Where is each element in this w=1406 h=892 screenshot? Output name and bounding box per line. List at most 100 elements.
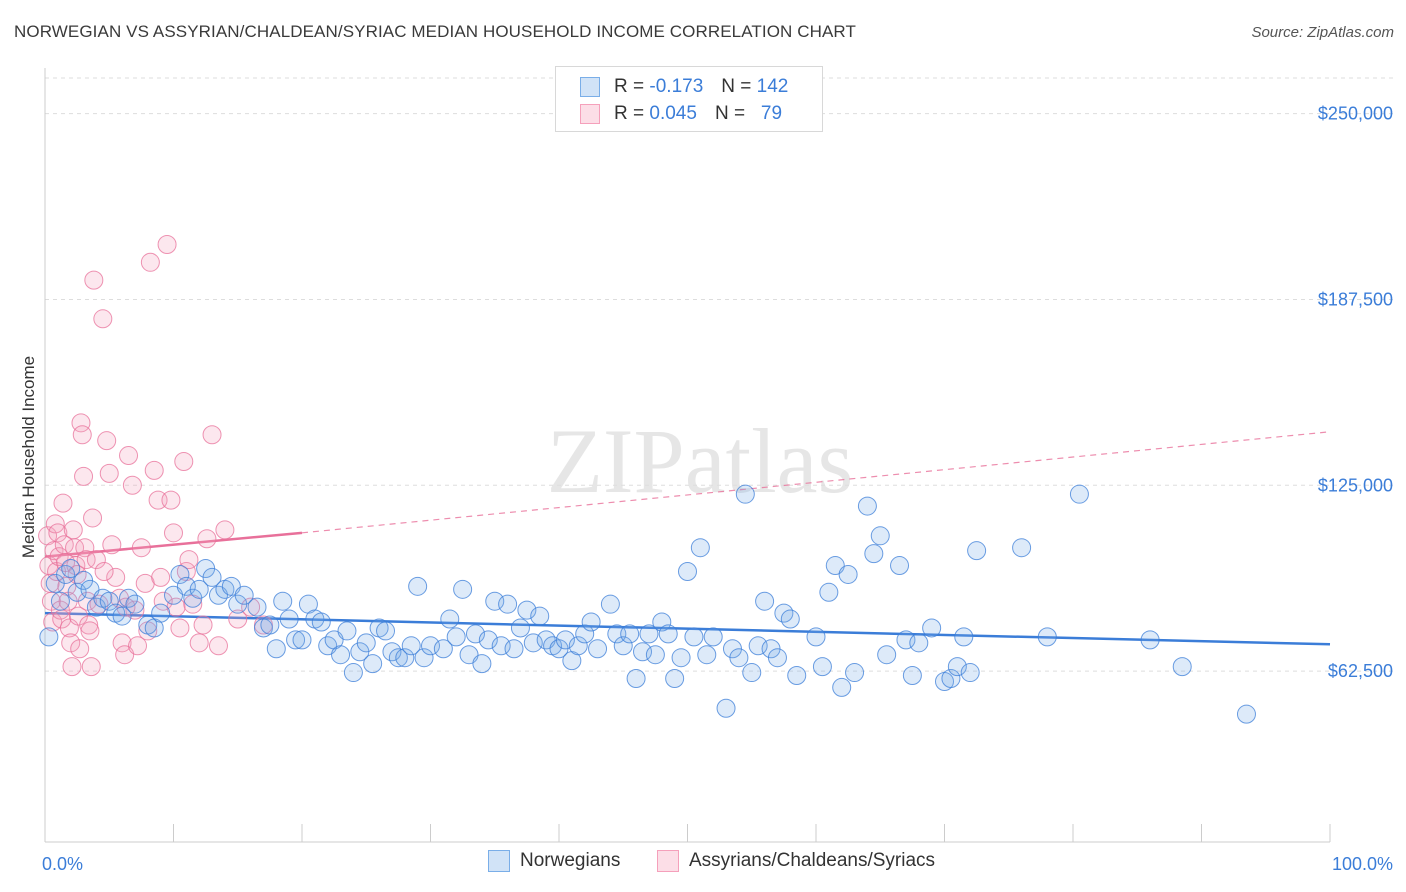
norwegian-point [922, 618, 942, 638]
legend-swatch-blue [580, 77, 600, 97]
y-axis-label: Median Household Income [19, 356, 38, 558]
norwegian-point [260, 615, 280, 635]
norwegian-point [421, 636, 440, 656]
norwegian-point [279, 609, 299, 629]
norwegian-point [440, 609, 460, 629]
norwegian-point [588, 639, 608, 659]
chart-title: NORWEGIAN VS ASSYRIAN/CHALDEAN/SYRIAC ME… [14, 22, 856, 41]
norwegian-point [806, 627, 826, 647]
norwegian-point [780, 609, 800, 629]
norwegian-point [1069, 484, 1089, 504]
norwegian-point [581, 612, 601, 632]
legend-item-assyrians: Assyrians/Chaldeans/Syriacs [657, 850, 935, 872]
norwegian-point [838, 564, 858, 584]
norwegian-point [665, 668, 685, 688]
assyrian-point [94, 561, 114, 581]
norwegian-point [890, 556, 910, 576]
norwegian-point [909, 633, 929, 653]
norwegian-point [485, 591, 505, 611]
assyrian-point [241, 597, 261, 617]
norwegian-point [491, 636, 511, 656]
y-tick-label: $187,500 [1318, 289, 1393, 309]
norwegian-point [812, 657, 832, 677]
norwegian-point [877, 645, 897, 665]
norwegian-point [575, 624, 595, 644]
norwegian-point [176, 576, 196, 596]
assyrian-point [97, 431, 117, 451]
norwegian-point [960, 663, 980, 683]
assyrian-point [44, 541, 64, 561]
norwegian-point [343, 663, 363, 683]
norwegian-point [61, 559, 81, 579]
norwegian-point [600, 594, 620, 614]
assyrian-point [106, 567, 126, 587]
norwegian-point [408, 576, 428, 596]
norwegian-point [967, 541, 987, 561]
norwegian-point [1172, 657, 1192, 677]
assyrian-point [215, 520, 235, 540]
norwegian-point [941, 668, 961, 688]
norwegian-point [703, 627, 723, 647]
norwegian-point [286, 630, 306, 650]
assyrian-point [202, 425, 222, 445]
norwegian-point [684, 627, 704, 647]
assyrian-point [193, 615, 213, 635]
n-label: N = [714, 103, 746, 124]
norwegian-point [1140, 630, 1160, 650]
y-tick-label: $62,500 [1328, 661, 1393, 681]
legend-row-assyrians: R = 0.045 N = 79 [580, 101, 782, 127]
norwegian-point [671, 648, 691, 668]
assyrian-point [83, 508, 103, 528]
legend-label: Assyrians/Chaldeans/Syriacs [689, 850, 936, 871]
assyrian-point [72, 425, 92, 445]
norwegian-point [755, 591, 775, 611]
legend-label: Norwegians [520, 850, 621, 871]
norwegian-point [414, 648, 434, 668]
norwegian-point [478, 630, 498, 650]
norwegian-point [530, 606, 550, 626]
assyrian-point [74, 466, 94, 486]
assyrian-point [153, 591, 173, 611]
assyrian-point [164, 523, 183, 543]
assyrian-point [157, 234, 177, 254]
norwegian-point [292, 630, 312, 650]
norwegian-point [729, 648, 749, 668]
assyrian-point [208, 636, 228, 656]
norwegian-point [125, 594, 145, 614]
norwegian-point [376, 621, 396, 641]
correlation-legend: R = -0.173 N = 142 R = 0.045 N = 79 [555, 66, 823, 132]
x-tick-label: 100.0% [1332, 854, 1393, 874]
y-tick-label: $250,000 [1318, 104, 1393, 124]
norwegian-point [170, 564, 190, 584]
assyrian-point [48, 523, 68, 543]
legend-item-norwegians: Norwegians [488, 850, 620, 872]
assyrian-point [70, 639, 90, 659]
norwegian-point [465, 624, 485, 644]
assyrian-point [80, 621, 100, 641]
norwegian-point [247, 597, 267, 617]
norwegian-point [39, 627, 59, 647]
assyrian-point [197, 529, 217, 549]
x-tick-labels: 0.0% 100.0% [42, 854, 1393, 874]
r-value: 0.045 [649, 103, 697, 124]
legend-swatch-pink [657, 850, 679, 872]
assyrian-point [189, 633, 209, 653]
norwegian-point [613, 636, 633, 656]
norwegian-point [266, 639, 286, 659]
assyrian-point [63, 520, 83, 540]
y-tick-label: $125,000 [1318, 475, 1393, 495]
assyrian-point [62, 657, 82, 677]
y-tick-labels: $62,500 $125,000 $187,500 $250,000 [1318, 104, 1393, 681]
norwegian-trend-line [44, 611, 1331, 646]
norwegian-point [112, 606, 132, 626]
assyrian-point [93, 309, 113, 329]
norwegian-point [453, 579, 473, 599]
norwegian-point [864, 544, 884, 564]
grid [45, 77, 1395, 672]
n-value: 79 [760, 103, 783, 124]
norwegian-point [735, 484, 755, 504]
norwegian-point [748, 636, 768, 656]
norwegian-point [67, 582, 87, 602]
assyrian-point [84, 270, 104, 290]
norwegian-point [273, 591, 293, 611]
